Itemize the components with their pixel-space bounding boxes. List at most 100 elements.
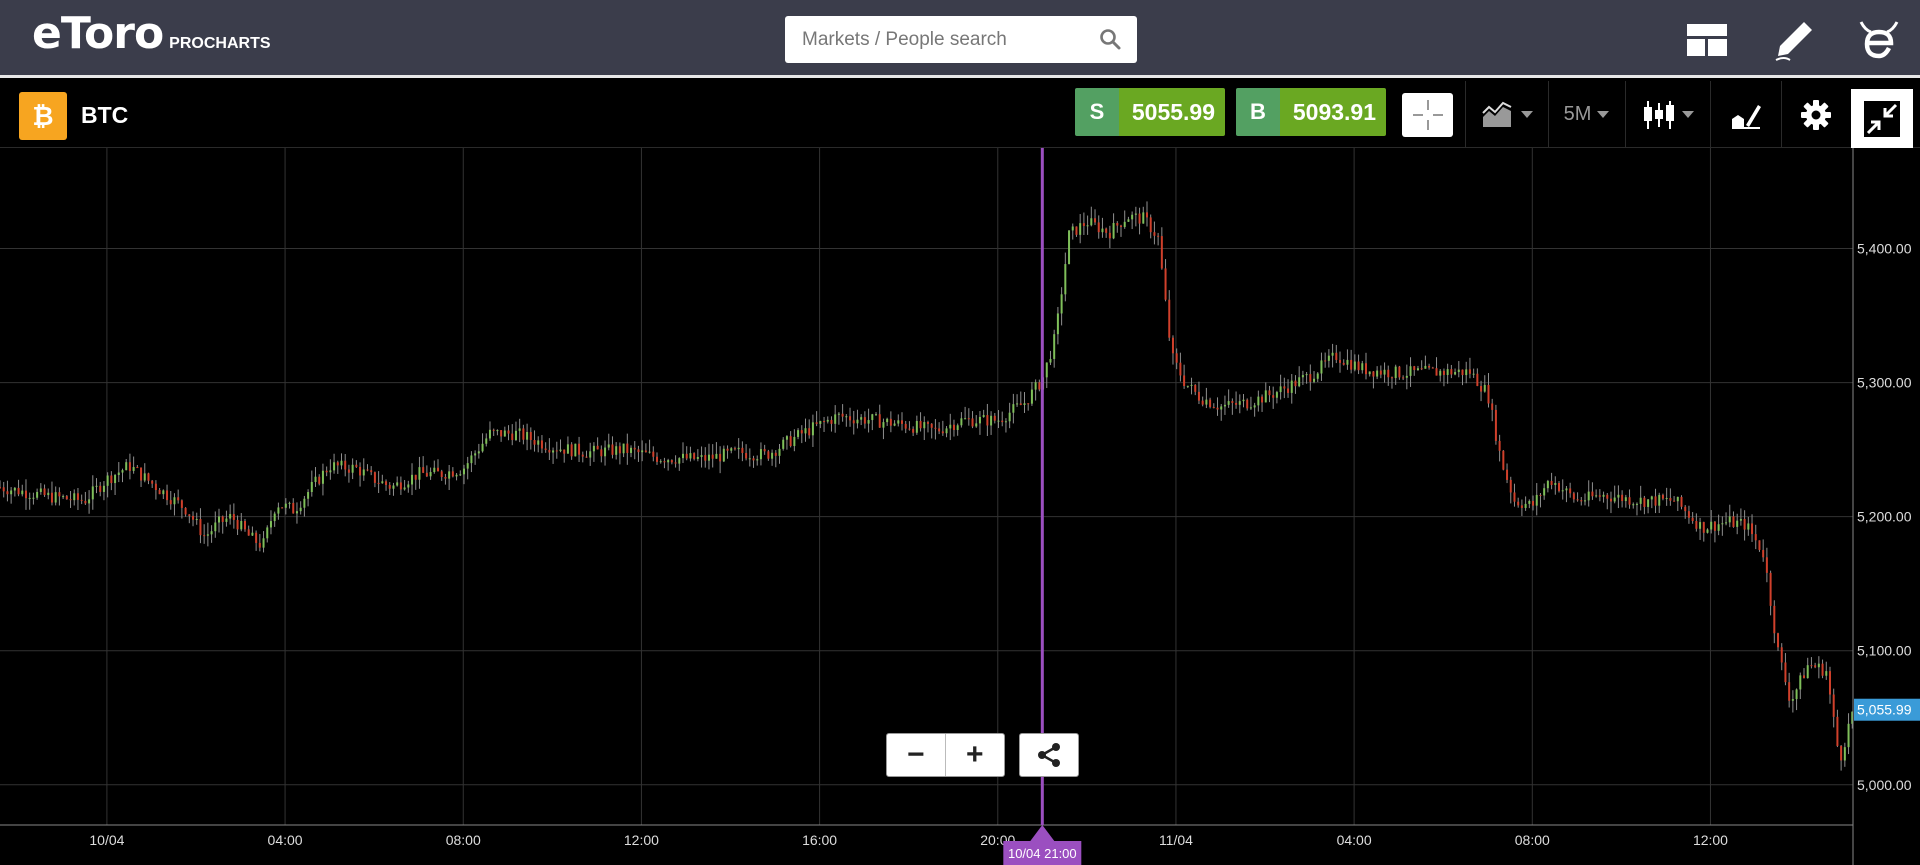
candle-body bbox=[206, 534, 209, 536]
candle-body bbox=[1513, 492, 1516, 502]
candle-body bbox=[837, 413, 840, 415]
crosshair-button[interactable] bbox=[1402, 93, 1453, 137]
candle-body bbox=[50, 492, 53, 503]
candle-body bbox=[1372, 371, 1375, 377]
candle-body bbox=[106, 475, 109, 486]
candle-body bbox=[778, 448, 781, 456]
candle-body bbox=[91, 486, 94, 500]
zoom-in-button[interactable]: + bbox=[965, 738, 984, 771]
candle-body bbox=[1454, 372, 1457, 375]
candle-body bbox=[269, 521, 272, 528]
candle-body bbox=[1324, 360, 1327, 362]
candle-body bbox=[470, 455, 473, 464]
candle-body bbox=[1795, 689, 1798, 700]
candle-body bbox=[444, 476, 447, 479]
candle-body bbox=[1004, 421, 1007, 423]
instrument-symbol[interactable]: BTC bbox=[81, 102, 129, 128]
candle-body bbox=[143, 473, 146, 481]
candle-body bbox=[637, 449, 640, 453]
candle-body bbox=[923, 422, 926, 429]
candle-body bbox=[707, 454, 710, 461]
candle-body bbox=[719, 453, 722, 462]
crosshair-icon bbox=[1412, 100, 1443, 130]
candle-body bbox=[1847, 723, 1850, 748]
candle-body bbox=[448, 471, 451, 479]
y-tick-label: 5,100.00 bbox=[1857, 643, 1912, 659]
zoom-out-button[interactable]: − bbox=[887, 734, 946, 776]
share-button[interactable] bbox=[1019, 733, 1079, 777]
etoro-logo[interactable]: eToro PROCHARTS bbox=[32, 12, 271, 56]
candle-body bbox=[333, 462, 336, 471]
etoro-e-icon[interactable] bbox=[1855, 16, 1903, 64]
time-marker-handle[interactable] bbox=[1030, 825, 1055, 841]
y-tick-label: 5,000.00 bbox=[1857, 777, 1912, 793]
candle-body bbox=[815, 422, 818, 424]
candle-body bbox=[32, 497, 35, 499]
price-chart[interactable]: 5,400.00 5,300.00 5,200.00 5,100.00 5,000.00… bbox=[0, 148, 1920, 865]
candle-body bbox=[1509, 479, 1512, 493]
candle-body bbox=[604, 447, 607, 457]
candle-body bbox=[433, 467, 436, 473]
candle-body bbox=[1676, 496, 1679, 502]
candle-body bbox=[1331, 352, 1334, 356]
candle-body bbox=[2, 487, 5, 492]
candle-body bbox=[95, 485, 98, 487]
candle-body bbox=[422, 467, 425, 473]
candle-body bbox=[904, 423, 907, 429]
candle-body bbox=[1765, 557, 1768, 573]
candle-body bbox=[1810, 665, 1813, 667]
settings-button[interactable] bbox=[1781, 81, 1850, 148]
candle-body bbox=[915, 420, 918, 433]
buy-button[interactable]: B 5093.91 bbox=[1236, 88, 1386, 136]
candle-body bbox=[774, 452, 777, 456]
candle-body bbox=[941, 431, 944, 434]
candle-body bbox=[1153, 232, 1156, 236]
candle-body bbox=[1038, 382, 1041, 390]
period-dropdown[interactable]: 5M bbox=[1548, 81, 1624, 148]
candle-body bbox=[1071, 226, 1074, 231]
candle-body bbox=[1305, 374, 1308, 376]
candle-body bbox=[1149, 217, 1152, 233]
pencil-icon[interactable] bbox=[1770, 16, 1818, 64]
x-tick-label: 11/04 bbox=[1159, 832, 1193, 848]
candle-body bbox=[1205, 399, 1208, 405]
chevron-down-icon bbox=[1681, 111, 1694, 118]
candle-body bbox=[1301, 375, 1304, 378]
candle-body bbox=[559, 449, 562, 452]
candle-body bbox=[529, 432, 532, 441]
candle-body bbox=[65, 496, 68, 500]
candle-body bbox=[1045, 362, 1048, 378]
candle-body bbox=[440, 471, 443, 477]
candle-body bbox=[325, 470, 328, 473]
collapse-button[interactable] bbox=[1851, 89, 1913, 148]
candle-body bbox=[125, 462, 128, 471]
candle-body bbox=[652, 451, 655, 457]
candle-body bbox=[1209, 399, 1212, 407]
candle-body bbox=[362, 469, 365, 476]
candle-body bbox=[1060, 294, 1063, 314]
drawing-tools-button[interactable] bbox=[1710, 81, 1780, 148]
candle-body bbox=[1183, 375, 1186, 387]
candle-body bbox=[1339, 359, 1342, 363]
chart-type-dropdown[interactable] bbox=[1625, 81, 1709, 148]
candle-body bbox=[13, 487, 16, 491]
search-input[interactable] bbox=[785, 16, 1137, 63]
candle-body bbox=[1825, 671, 1828, 676]
candle-body bbox=[1450, 369, 1453, 375]
candle-body bbox=[741, 447, 744, 453]
search-icon[interactable] bbox=[1098, 27, 1122, 51]
sell-price: 5055.99 bbox=[1119, 88, 1225, 136]
indicators-dropdown[interactable] bbox=[1465, 81, 1547, 148]
candle-body bbox=[147, 473, 150, 481]
candle-body bbox=[1583, 500, 1586, 502]
candle-body bbox=[232, 514, 235, 520]
candle-body bbox=[1283, 386, 1286, 389]
logo-wordmark: eToro bbox=[32, 8, 164, 59]
candle-body bbox=[856, 419, 859, 424]
sell-button[interactable]: S 5055.99 bbox=[1075, 88, 1225, 136]
candle-body bbox=[359, 466, 362, 476]
candle-body bbox=[1105, 228, 1108, 233]
candle-body bbox=[1803, 675, 1806, 679]
candle-body bbox=[1806, 665, 1809, 679]
layout-icon[interactable] bbox=[1683, 16, 1731, 64]
